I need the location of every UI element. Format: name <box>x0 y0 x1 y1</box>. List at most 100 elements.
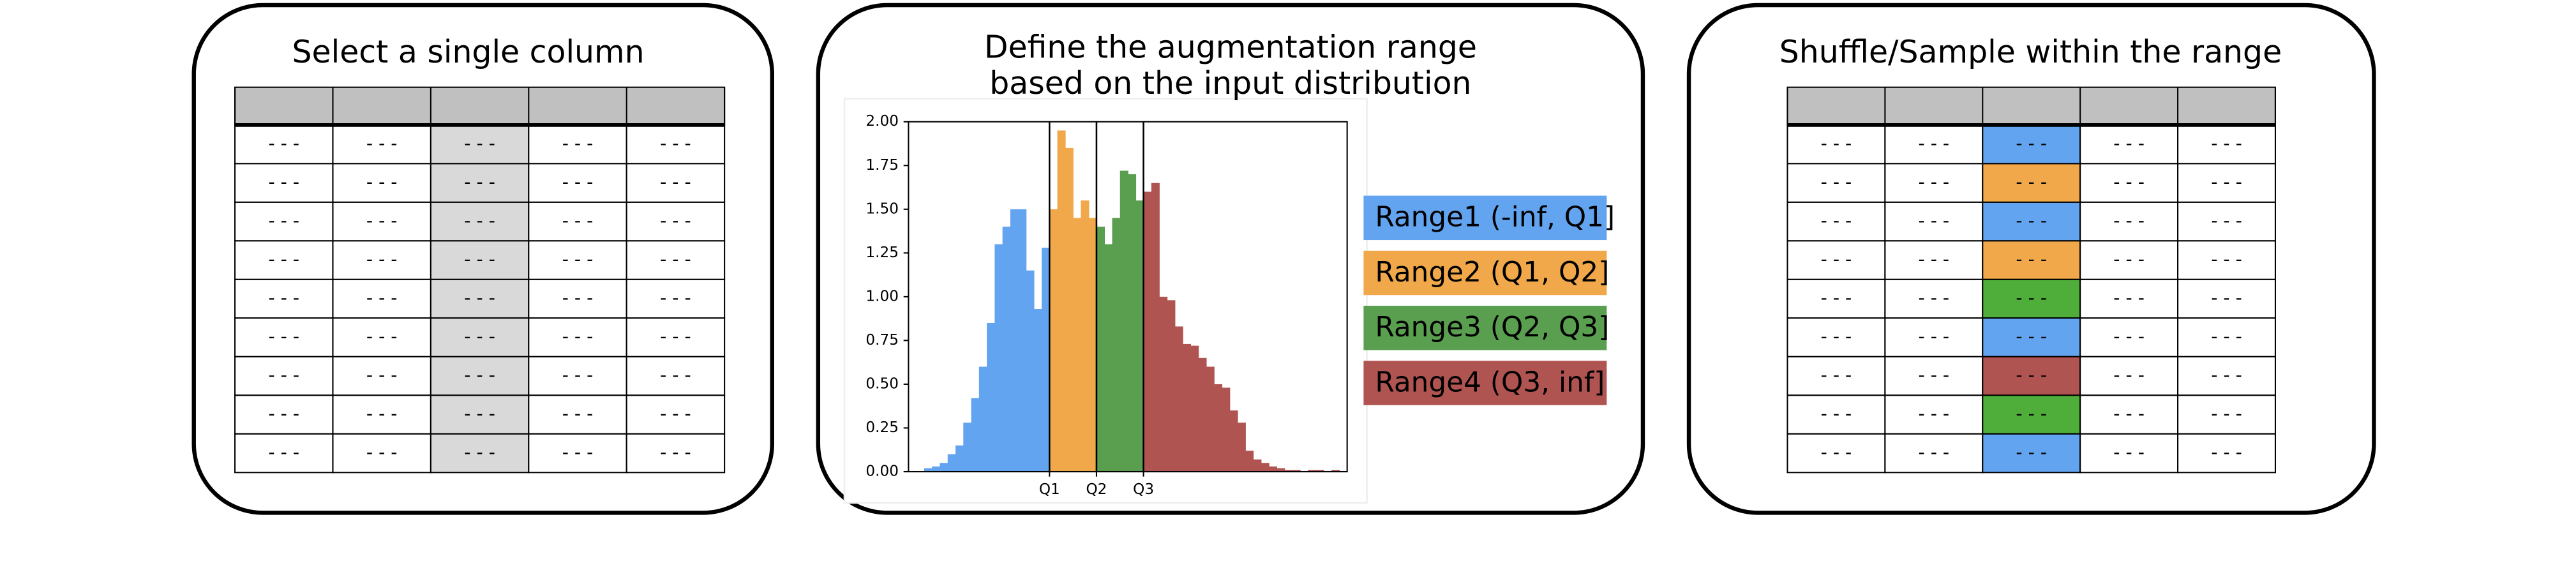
cell-text: - - - <box>2016 172 2047 193</box>
cell-text: - - - <box>1821 442 1852 463</box>
table-cell <box>1786 201 1886 242</box>
legend-label: Range4 (Q3, inf] <box>1375 366 1605 398</box>
cell-text: - - - <box>2211 442 2242 463</box>
table-cell <box>1884 201 1984 242</box>
histogram-bar <box>1143 191 1152 472</box>
header-row <box>234 86 726 126</box>
y-tick-label: 0.25 <box>865 419 899 436</box>
histogram-bar <box>1088 218 1097 472</box>
table-cell <box>528 433 627 474</box>
cell-text: - - - <box>660 133 691 154</box>
histogram-bar <box>1033 309 1042 472</box>
cell-text: - - - <box>2211 364 2242 386</box>
table-cell <box>2177 163 2276 203</box>
cell-text: - - - <box>1919 326 1950 347</box>
table-cell <box>2079 317 2179 357</box>
table-cell <box>2177 278 2276 319</box>
table-cell <box>430 240 530 280</box>
table-cell <box>234 278 334 319</box>
histogram-bar <box>1229 410 1238 472</box>
y-tick-label: 2.00 <box>865 113 899 130</box>
cell-text: - - - <box>2016 249 2047 270</box>
histogram-bar <box>1081 200 1090 472</box>
cell-text: - - - <box>1821 403 1852 424</box>
cell-text: - - - <box>660 249 691 270</box>
chart-title: Define the augmentation range <box>984 29 1477 65</box>
table-cell <box>625 317 726 357</box>
table-cell <box>1786 356 1886 396</box>
cell-text: - - - <box>1821 287 1852 308</box>
histogram-bar <box>971 398 980 472</box>
cell-text: - - - <box>268 133 299 154</box>
histogram-bar <box>1268 466 1277 472</box>
histogram-bar <box>1073 218 1082 472</box>
histogram-bar <box>1112 218 1121 472</box>
cell-text: - - - <box>660 364 691 386</box>
histogram-bar <box>932 466 941 472</box>
cell-text: - - - <box>660 326 691 347</box>
histogram-bar <box>1159 296 1168 472</box>
cell-text: - - - <box>1821 326 1852 347</box>
table-cell <box>2177 433 2276 474</box>
cell-text: - - - <box>562 249 594 270</box>
table-cell <box>234 394 334 435</box>
cell-text: - - - <box>2113 403 2145 424</box>
y-tick-label: 0.00 <box>865 463 899 479</box>
table-cell <box>1786 240 1886 280</box>
cell-text: - - - <box>366 133 398 154</box>
histogram-bar <box>1245 451 1254 472</box>
histogram-bar <box>1284 470 1293 472</box>
cell-text: - - - <box>1919 172 1950 193</box>
cell-text: - - - <box>1821 249 1852 270</box>
table-cell <box>430 124 530 165</box>
table-cell <box>2177 240 2276 280</box>
table-cell <box>1884 394 1984 435</box>
cell-text: - - - <box>268 442 299 463</box>
cell-text: - - - <box>2016 326 2047 347</box>
table-cell <box>528 240 627 280</box>
table-cell <box>234 433 334 474</box>
cell-text: - - - <box>464 403 495 424</box>
legend-label: Range2 (Q1, Q2] <box>1375 256 1609 288</box>
histogram-bar <box>1065 147 1074 472</box>
cell-text: - - - <box>2113 210 2145 231</box>
cell-text: - - - <box>268 287 299 308</box>
cell-text: - - - <box>660 210 691 231</box>
table-cell <box>1884 163 1984 203</box>
table-cell <box>1786 278 1886 319</box>
cell-text: - - - <box>660 442 691 463</box>
legend-box <box>1363 361 1607 405</box>
table-cell <box>2177 317 2276 357</box>
table-cell <box>625 433 726 474</box>
y-tick-label: 1.50 <box>865 200 899 217</box>
histogram-bar <box>978 366 987 472</box>
table-cell <box>625 124 726 165</box>
cell-text: - - - <box>1919 403 1950 424</box>
histogram-bar <box>1198 357 1207 472</box>
cell-text: - - - <box>2211 249 2242 270</box>
cell-text: - - - <box>366 172 398 193</box>
table-cell <box>430 317 530 357</box>
table-cell <box>625 201 726 242</box>
legend-box <box>1363 250 1607 296</box>
cell-text: - - - <box>268 403 299 424</box>
cell-text: - - - <box>1919 442 1950 463</box>
cell-text: - - - <box>464 287 495 308</box>
cell-text: - - - <box>268 172 299 193</box>
panel-title: Shuffle/Sample within the range <box>1779 34 2282 70</box>
cell-text: - - - <box>366 403 398 424</box>
y-tick-label: 1.25 <box>865 244 899 261</box>
cell-text: - - - <box>366 364 398 386</box>
cell-text: - - - <box>366 287 398 308</box>
table-cell <box>332 240 431 280</box>
table-cell <box>528 278 627 319</box>
legend-label: Range1 (-inf, Q1] <box>1375 201 1615 234</box>
cell-text: - - - <box>1821 172 1852 193</box>
histogram-bar <box>1331 470 1340 472</box>
legend-box <box>1363 306 1607 350</box>
cell-text: - - - <box>562 364 594 386</box>
histogram-bar <box>1315 470 1324 472</box>
cell-text: - - - <box>268 249 299 270</box>
table-cell <box>1982 163 2081 203</box>
